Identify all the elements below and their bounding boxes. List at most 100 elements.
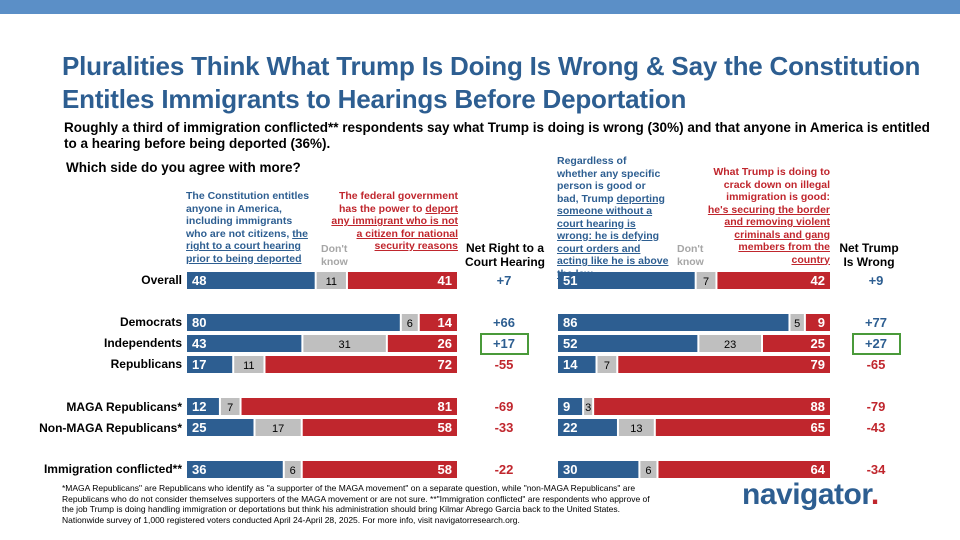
- left-label-dont-know-overall: 11: [326, 276, 337, 288]
- left-label-disagree-maga-republicans: 81: [438, 399, 452, 414]
- right-bar-dont-know-independents: [699, 335, 761, 352]
- left-bar-dont-know-independents: [303, 335, 386, 352]
- right-label-agree-independents: 52: [563, 336, 577, 351]
- right-bar-dont-know-democrats: [790, 314, 804, 331]
- right-label-dont-know-immigration-conflicted: 6: [645, 465, 651, 477]
- right-bar-dont-know-maga-republicans: [584, 398, 593, 415]
- left-bar-disagree-non-maga-republicans: [302, 419, 457, 436]
- right-label-disagree-republicans: 79: [811, 357, 825, 372]
- right-red-header-underlined: he's securing the border and removing vi…: [707, 203, 830, 266]
- right-bar-agree-overall: [558, 272, 695, 289]
- left-label-dont-know-immigration-conflicted: 6: [290, 465, 296, 477]
- left-label-disagree-overall: 41: [438, 273, 452, 288]
- page-title: Pluralities Think What Trump Is Doing Is…: [62, 51, 921, 114]
- left-blue-header-text: The Constitution entitles anyone in Amer…: [186, 190, 310, 240]
- right-bar-dont-know-immigration-conflicted: [640, 461, 657, 478]
- left-bar-disagree-republicans: [265, 356, 457, 373]
- left-label-dont-know-republicans: 11: [243, 360, 254, 372]
- left-label-disagree-non-maga-republicans: 58: [438, 420, 452, 435]
- left-bar-agree-maga-republicans: [187, 398, 219, 415]
- left-label-dont-know-maga-republicans: 7: [227, 402, 233, 414]
- left-bar-disagree-independents: [387, 335, 457, 352]
- right-label-dont-know-independents: 23: [724, 339, 736, 351]
- right-bar-disagree-non-maga-republicans: [655, 419, 830, 436]
- left-label-dont-know-democrats: 6: [407, 318, 413, 330]
- left-net-overall: +7: [496, 273, 512, 288]
- left-blue-header: The Constitution entitles anyone in Amer…: [186, 190, 314, 265]
- left-net-maga-republicans: -69: [494, 399, 514, 414]
- right-label-dont-know-republicans: 7: [604, 360, 610, 372]
- right-label-agree-overall: 51: [563, 273, 577, 288]
- logo-text: navigator: [742, 478, 871, 511]
- right-net-republicans: -65: [866, 357, 886, 372]
- left-bar-agree-overall: [187, 272, 315, 289]
- right-bar-dont-know-overall: [696, 272, 716, 289]
- right-label-agree-non-maga-republicans: 22: [563, 420, 577, 435]
- left-blue-header-underlined: the right to a court hearing prior to be…: [186, 227, 308, 265]
- right-label-dont-know-overall: 7: [703, 276, 709, 288]
- left-label-dont-know-non-maga-republicans: 17: [272, 423, 284, 435]
- left-net-immigration-conflicted: -22: [494, 462, 514, 477]
- right-label-dont-know-democrats: 5: [794, 318, 800, 330]
- right-label-disagree-maga-republicans: 88: [811, 399, 825, 414]
- right-bar-dont-know-non-maga-republicans: [618, 419, 654, 436]
- left-net-non-maga-republicans: -33: [494, 420, 514, 435]
- right-net-immigration-conflicted: -34: [866, 462, 886, 477]
- left-bar-dont-know-non-maga-republicans: [255, 419, 301, 436]
- right-bar-disagree-overall: [717, 272, 830, 289]
- left-bar-dont-know-democrats: [401, 314, 418, 331]
- right-label-agree-maga-republicans: 9: [563, 399, 570, 414]
- left-label-agree-non-maga-republicans: 25: [192, 420, 206, 435]
- right-net-highlight-box: [852, 333, 901, 355]
- left-label-agree-immigration-conflicted: 36: [192, 462, 206, 477]
- left-label-disagree-democrats: 14: [438, 315, 453, 330]
- navigator-logo: navigator.: [742, 478, 879, 512]
- left-label-agree-overall: 48: [192, 273, 206, 288]
- left-net-header: Net Right to a Court Hearing: [464, 241, 545, 269]
- left-bar-dont-know-republicans: [234, 356, 264, 373]
- row-label-democrats: Democrats: [119, 315, 182, 329]
- left-bar-disagree-overall: [347, 272, 457, 289]
- right-bar-disagree-maga-republicans: [594, 398, 830, 415]
- left-label-disagree-independents: 26: [438, 336, 452, 351]
- right-label-agree-republicans: 14: [563, 357, 578, 372]
- subtitle: Roughly a third of immigration conflicte…: [64, 120, 930, 151]
- left-net-republicans: -55: [494, 357, 514, 372]
- row-label-immigration-conflicted: Immigration conflicted**: [43, 462, 182, 476]
- question: Which side do you agree with more?: [66, 160, 301, 175]
- logo-dot: .: [870, 478, 879, 511]
- row-label-republicans: Republicans: [110, 357, 182, 371]
- right-bar-disagree-democrats: [805, 314, 830, 331]
- top-accent-bar: [0, 0, 960, 14]
- right-bar-disagree-independents: [763, 335, 830, 352]
- left-bar-agree-republicans: [187, 356, 233, 373]
- right-label-disagree-independents: 25: [811, 336, 825, 351]
- left-dont-know-header: Don't know: [321, 243, 348, 268]
- right-blue-header-text: Regardless of whether any specific perso…: [557, 155, 661, 205]
- left-label-agree-republicans: 17: [192, 357, 206, 372]
- right-label-disagree-non-maga-republicans: 65: [811, 420, 825, 435]
- right-blue-header: Regardless of whether any specific perso…: [557, 155, 669, 280]
- row-label-overall: Overall: [141, 273, 182, 287]
- left-label-agree-maga-republicans: 12: [192, 399, 206, 414]
- right-label-disagree-overall: 42: [811, 273, 825, 288]
- left-bar-dont-know-immigration-conflicted: [284, 461, 301, 478]
- right-label-disagree-democrats: 9: [818, 315, 825, 330]
- left-net-democrats: +66: [492, 315, 516, 330]
- right-bar-dont-know-republicans: [597, 356, 617, 373]
- left-red-header-underlined: deport any immigrant who is not a citize…: [331, 202, 458, 253]
- right-label-dont-know-non-maga-republicans: 13: [630, 423, 642, 435]
- footnote: *MAGA Republicans" are Republicans who i…: [62, 483, 650, 525]
- left-bar-disagree-democrats: [419, 314, 457, 331]
- row-label-non-maga-republicans: Non-MAGA Republicans*: [39, 421, 182, 435]
- left-bar-dont-know-maga-republicans: [220, 398, 240, 415]
- left-label-disagree-immigration-conflicted: 58: [438, 462, 452, 477]
- left-label-disagree-republicans: 72: [438, 357, 452, 372]
- left-bar-agree-democrats: [187, 314, 400, 331]
- right-bar-disagree-republicans: [618, 356, 830, 373]
- left-bar-dont-know-overall: [316, 272, 346, 289]
- right-label-dont-know-maga-republicans: 3: [585, 402, 591, 414]
- left-bar-disagree-maga-republicans: [241, 398, 457, 415]
- right-net-independents: +27: [864, 336, 888, 351]
